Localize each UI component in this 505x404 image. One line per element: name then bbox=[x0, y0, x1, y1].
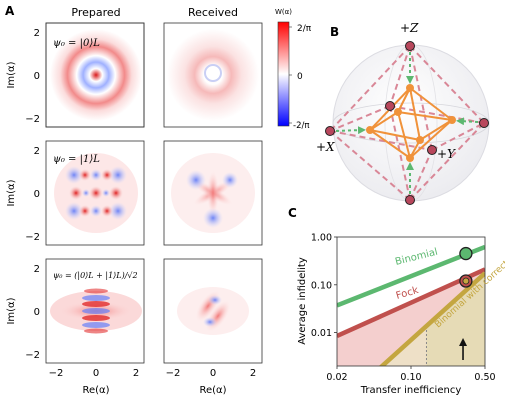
infidelity-chart: 1.00 0.10 0.01 0.02 0.10 0.50 bbox=[311, 233, 496, 384]
x-tick: 0 bbox=[210, 368, 216, 379]
y-tick: 0 bbox=[34, 307, 40, 318]
chart-y-label: Average infidelity bbox=[297, 257, 308, 345]
y-tick: 2 bbox=[34, 28, 40, 39]
marker-binomial bbox=[459, 246, 473, 261]
colorbar-mid-label: 0 bbox=[297, 72, 303, 82]
y-tick: −2 bbox=[25, 350, 40, 361]
bloch-label-y: +Y bbox=[437, 147, 456, 161]
bloch-label-x: +X bbox=[316, 140, 335, 154]
y-tick: 0 bbox=[34, 71, 40, 82]
panel-a-label: A bbox=[5, 4, 15, 18]
x-tick: 2 bbox=[133, 368, 139, 379]
x-tick-label: 0.10 bbox=[400, 372, 421, 383]
y-tick-label: 0.10 bbox=[311, 280, 332, 291]
panel-c-label: C bbox=[288, 206, 297, 220]
colorbar-bottom-label: -2/π bbox=[293, 121, 309, 131]
state-label-row2: ψ₀ = |1⟩L bbox=[53, 154, 100, 165]
y-tick-label: 1.00 bbox=[311, 233, 332, 244]
bloch-sphere bbox=[325, 41, 490, 205]
wigner-prepared-row1 bbox=[45, 22, 145, 128]
x-axis-label-received: Re(α) bbox=[199, 385, 226, 396]
improvement-arrow-head bbox=[459, 338, 468, 346]
x-tick: −2 bbox=[49, 368, 64, 379]
state-label-row1: ψ₀ = |0⟩L bbox=[53, 38, 100, 49]
series-line-2 bbox=[378, 271, 485, 366]
x-tick-label: 0.50 bbox=[474, 372, 495, 383]
colorbar bbox=[277, 21, 290, 127]
threshold-region bbox=[426, 273, 485, 366]
wigner-prepared-row3 bbox=[45, 258, 145, 364]
x-tick: −2 bbox=[166, 368, 181, 379]
y-tick: 2 bbox=[34, 146, 40, 157]
column-title-prepared: Prepared bbox=[71, 6, 120, 19]
state-label-row3: ψ₀ = (|0⟩L + |1⟩L)/√2 bbox=[53, 271, 138, 280]
wigner-received-row1 bbox=[163, 22, 263, 128]
chart-x-label: Transfer inefficiency bbox=[360, 385, 462, 396]
wigner-received-row3 bbox=[163, 258, 263, 364]
x-tick-label: 0.02 bbox=[326, 372, 347, 383]
panel-a-y-axes: Im(α) Im(α) Im(α) 2 0 −2 2 0 −2 2 0 −2 bbox=[6, 28, 40, 361]
y-tick-label: 0.01 bbox=[311, 328, 332, 339]
x-axis-label-prepared: Re(α) bbox=[82, 385, 109, 396]
series-label-binomial: Binomial bbox=[394, 247, 439, 268]
bloch-label-z: +Z bbox=[400, 21, 419, 35]
y-axis-label-row1: Im(α) bbox=[6, 61, 17, 88]
y-axis-label-row3: Im(α) bbox=[6, 297, 17, 324]
column-title-received: Received bbox=[188, 6, 238, 19]
marker-binomial-correction bbox=[462, 277, 470, 285]
y-tick: 0 bbox=[34, 189, 40, 200]
panel-a-x-axes: −2 0 2 −2 0 2 Re(α) Re(α) bbox=[49, 368, 257, 396]
y-axis-label-row2: Im(α) bbox=[6, 179, 17, 206]
y-tick: 2 bbox=[34, 264, 40, 275]
colorbar-title: W(α) bbox=[275, 8, 292, 16]
panel-b-label: B bbox=[330, 25, 339, 39]
y-tick: −2 bbox=[25, 114, 40, 125]
colorbar-top-label: 2/π bbox=[297, 24, 312, 34]
wigner-prepared-row2 bbox=[45, 140, 145, 246]
wigner-received-row2 bbox=[163, 140, 263, 246]
x-tick: 0 bbox=[93, 368, 99, 379]
x-tick: 2 bbox=[250, 368, 256, 379]
y-tick: −2 bbox=[25, 232, 40, 243]
